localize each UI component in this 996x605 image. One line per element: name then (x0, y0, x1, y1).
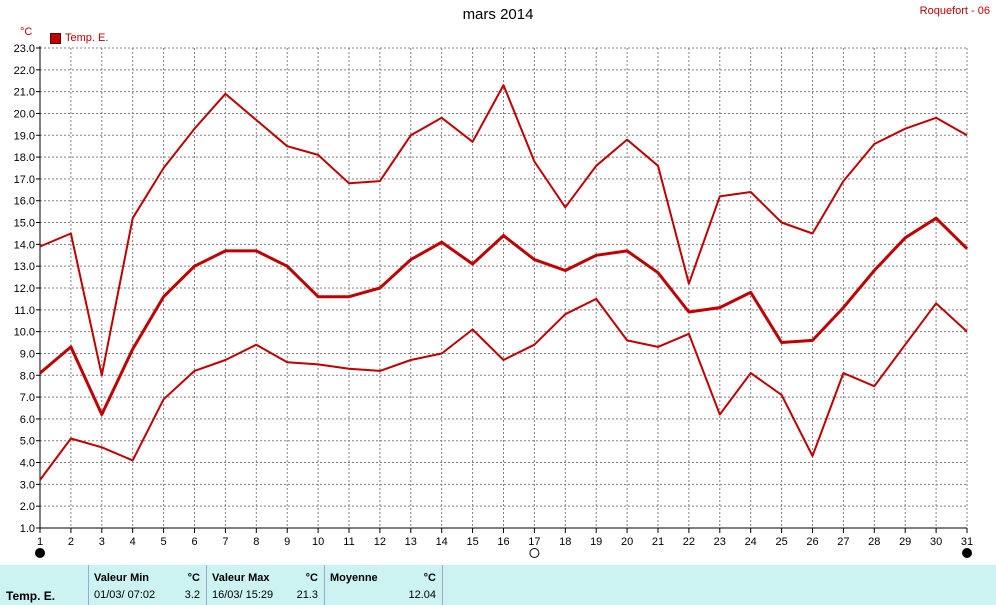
y-tick-label: 21.0 (14, 87, 35, 99)
full-moon-icon (529, 548, 540, 558)
x-tick-label: 17 (528, 536, 540, 548)
stats-max-date: 16/03/ 15:29 (212, 589, 274, 601)
stats-avg-cell: Moyenne °C 12.04 (325, 565, 442, 605)
y-tick-label: 22.0 (14, 65, 35, 77)
y-tick-label: 9.0 (20, 348, 35, 360)
stats-max-unit: °C (305, 572, 318, 584)
series-line-max (39, 84, 968, 377)
x-tick-label: 24 (745, 536, 757, 548)
new-moon-icon (35, 548, 45, 558)
stats-series-label: Temp. E. (6, 589, 56, 603)
y-tick-label: 2.0 (20, 501, 35, 513)
legend: Temp. E. (50, 32, 108, 44)
y-tick-label: 18.0 (14, 152, 35, 164)
x-tick-label: 13 (405, 536, 417, 548)
x-tick-label: 31 (961, 536, 973, 548)
legend-swatch (50, 32, 61, 44)
stats-max-header: Valeur Max (212, 572, 270, 584)
stats-min-cell: Valeur Min °C 01/03/ 07:02 3.2 (89, 565, 206, 605)
x-tick-label: 22 (683, 536, 695, 548)
y-tick-label: 13.0 (14, 261, 35, 273)
y-tick-label: 3.0 (20, 479, 35, 491)
x-tick-label: 25 (775, 536, 787, 548)
y-tick-label: 16.0 (14, 196, 35, 208)
x-tick-label: 5 (161, 536, 167, 548)
x-tick-label: 15 (466, 536, 478, 548)
y-tick-label: 7.0 (20, 392, 35, 404)
y-tick-label: 23.0 (14, 43, 35, 55)
y-tick-label: 5.0 (20, 436, 35, 448)
y-axis-unit: °C (20, 26, 33, 38)
stats-separator (442, 565, 443, 605)
x-tick-label: 8 (253, 536, 259, 548)
x-tick-label: 20 (621, 536, 633, 548)
chart-title: mars 2014 (462, 6, 534, 23)
x-tick-label: 18 (559, 536, 571, 548)
stats-separator (324, 565, 325, 605)
y-tick-label: 12.0 (14, 283, 35, 295)
x-tick-label: 16 (497, 536, 509, 548)
x-tick-label: 11 (343, 536, 354, 548)
y-tick-label: 14.0 (14, 239, 35, 251)
y-tick-label: 17.0 (14, 174, 35, 186)
x-tick-label: 1 (37, 536, 43, 548)
x-tick-label: 27 (837, 536, 849, 548)
stats-avg-value: 12.04 (408, 589, 436, 601)
station-name: Roquefort - 06 (919, 5, 990, 17)
temperature-chart: 1.0 2.0 3.0 4.0 5.0 6.0 7.0 8.0 9.0 10.0 11.0 12.0 1… (14, 43, 973, 558)
stats-separator (88, 565, 89, 605)
y-tick-label: 20.0 (14, 108, 35, 120)
stats-min-value: 3.2 (184, 589, 200, 601)
stats-panel (0, 565, 996, 605)
series-line-min (39, 297, 968, 481)
x-tick-label: 6 (191, 536, 197, 548)
y-tick-label: 6.0 (20, 414, 35, 426)
y-tick-label: 19.0 (14, 130, 35, 142)
y-tick-label: 10.0 (14, 327, 35, 339)
stats-avg-unit: °C (423, 572, 436, 584)
x-tick-label: 30 (930, 536, 942, 548)
stats-max-value: 21.3 (296, 589, 318, 601)
x-tick-label: 29 (899, 536, 911, 548)
x-tick-label: 2 (68, 536, 74, 548)
y-tick-label: 15.0 (14, 218, 35, 230)
x-tick-label: 12 (374, 536, 386, 548)
x-tick-label: 23 (714, 536, 726, 548)
stats-max-cell: Valeur Max °C 16/03/ 15:29 21.3 (207, 565, 324, 605)
x-tick-label: 28 (868, 536, 880, 548)
x-tick-label: 4 (130, 536, 136, 548)
new-moon-icon (962, 548, 972, 558)
x-tick-label: 19 (590, 536, 602, 548)
x-tick-label: 26 (806, 536, 818, 548)
x-tick-label: 14 (436, 536, 448, 548)
stats-min-unit: °C (187, 572, 200, 584)
x-tick-label: 21 (652, 536, 664, 548)
legend-label: Temp. E. (65, 32, 109, 44)
y-tick-label: 4.0 (20, 458, 35, 470)
stats-min-header: Valeur Min (94, 572, 150, 584)
stats-separator (206, 565, 207, 605)
series-line-moyenne (39, 216, 969, 416)
x-tick-label: 7 (222, 536, 228, 548)
y-tick-label: 8.0 (20, 370, 35, 382)
x-tick-label: 3 (99, 536, 105, 548)
x-tick-label: 10 (312, 536, 324, 548)
stats-avg-header: Moyenne (330, 572, 378, 584)
y-tick-label: 1.0 (20, 523, 35, 535)
x-tick-label: 9 (284, 536, 290, 548)
y-tick-label: 11.0 (14, 305, 35, 317)
stats-min-date: 01/03/ 07:02 (94, 589, 156, 601)
